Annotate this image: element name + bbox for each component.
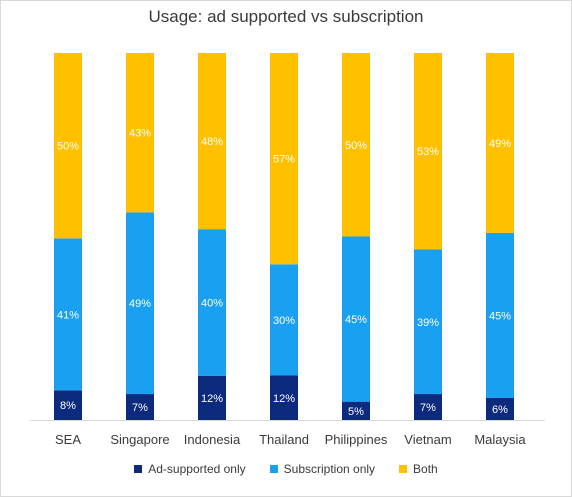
data-label: 45%	[489, 310, 511, 322]
bar-segment	[270, 264, 298, 376]
bar-segment	[54, 390, 82, 420]
data-label: 49%	[489, 138, 511, 150]
data-label: 53%	[417, 146, 439, 158]
bar-segment	[126, 212, 154, 395]
data-label: 43%	[129, 128, 151, 140]
bar-segment	[126, 394, 154, 420]
bar-segment	[486, 53, 514, 233]
data-label: 45%	[345, 314, 367, 326]
bar-segment	[270, 375, 298, 420]
data-label: 7%	[132, 402, 148, 414]
bar-segment	[198, 53, 226, 230]
data-label: 50%	[57, 141, 79, 153]
data-label: 8%	[60, 400, 76, 412]
data-label: 49%	[129, 298, 151, 310]
bar-segment	[414, 394, 442, 420]
bar-segment	[342, 401, 370, 420]
data-label: 48%	[201, 136, 223, 148]
legend-swatch-subscription	[269, 465, 278, 473]
bar-segment	[126, 53, 154, 213]
bar-segment	[342, 53, 370, 237]
legend-label-subscription: Subscription only	[283, 462, 376, 476]
legend-item-ad-supported: Ad-supported only	[134, 462, 246, 476]
bar-segment	[198, 229, 226, 376]
legend-swatch-ad-supported	[134, 465, 143, 473]
legend-item-both: Both	[399, 462, 438, 476]
data-label: 12%	[201, 393, 223, 405]
data-label: 57%	[273, 154, 295, 166]
data-label: 30%	[273, 315, 295, 327]
legend-swatch-both	[399, 465, 408, 473]
bar-segment	[486, 397, 514, 420]
data-label: 39%	[417, 317, 439, 329]
bar-segment	[54, 238, 82, 391]
x-tick-label: Singapore	[110, 432, 169, 447]
legend-label-ad-supported: Ad-supported only	[148, 462, 246, 476]
data-label: 6%	[492, 404, 508, 416]
x-tick-label: Indonesia	[184, 432, 241, 447]
bar-segment	[270, 53, 298, 265]
legend-item-subscription: Subscription only	[269, 462, 376, 476]
x-tick-label: SEA	[55, 432, 81, 447]
x-tick-label: Malaysia	[474, 432, 526, 447]
data-label: 7%	[420, 402, 436, 414]
data-label: 5%	[348, 406, 364, 418]
data-label: 12%	[273, 393, 295, 405]
bar-segment	[54, 53, 82, 239]
legend-label-both: Both	[413, 462, 438, 476]
x-tick-label: Philippines	[325, 432, 388, 447]
bar-segment	[342, 236, 370, 402]
bar-segment	[414, 53, 442, 250]
x-tick-label: Thailand	[259, 432, 309, 447]
data-label: 40%	[201, 298, 223, 310]
chart-title: Usage: ad supported vs subscription	[148, 7, 424, 26]
bar-segment	[486, 232, 514, 398]
bar-segment	[198, 375, 226, 420]
data-label: 50%	[345, 140, 367, 152]
bar-segment	[414, 249, 442, 395]
chart-legend: Ad-supported only Subscription only Both	[0, 462, 572, 476]
data-label: 41%	[57, 309, 79, 321]
x-tick-label: Vietnam	[404, 432, 451, 447]
